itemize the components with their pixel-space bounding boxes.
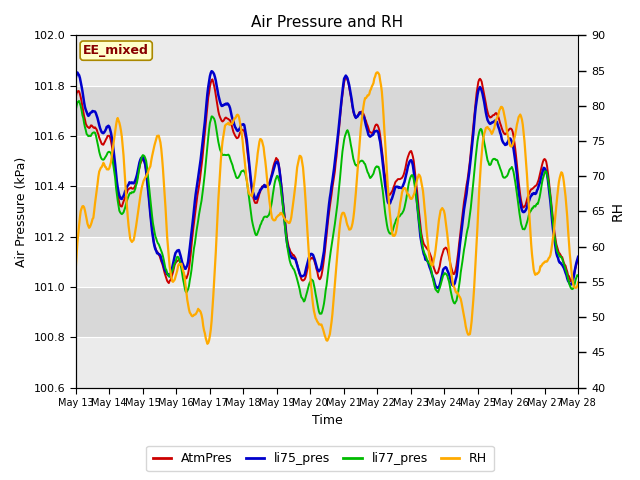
- Bar: [76, 337, 578, 388]
- Bar: [76, 237, 578, 287]
- X-axis label: Time: Time: [312, 414, 342, 427]
- Bar: [76, 186, 578, 237]
- Bar: [76, 85, 578, 136]
- Y-axis label: Air Pressure (kPa): Air Pressure (kPa): [15, 156, 28, 266]
- Text: EE_mixed: EE_mixed: [83, 44, 149, 57]
- Legend: AtmPres, li75_pres, li77_pres, RH: AtmPres, li75_pres, li77_pres, RH: [147, 446, 493, 471]
- Bar: [76, 36, 578, 85]
- Title: Air Pressure and RH: Air Pressure and RH: [251, 15, 403, 30]
- Bar: [76, 287, 578, 337]
- Bar: [76, 136, 578, 186]
- Y-axis label: RH: RH: [611, 202, 625, 221]
